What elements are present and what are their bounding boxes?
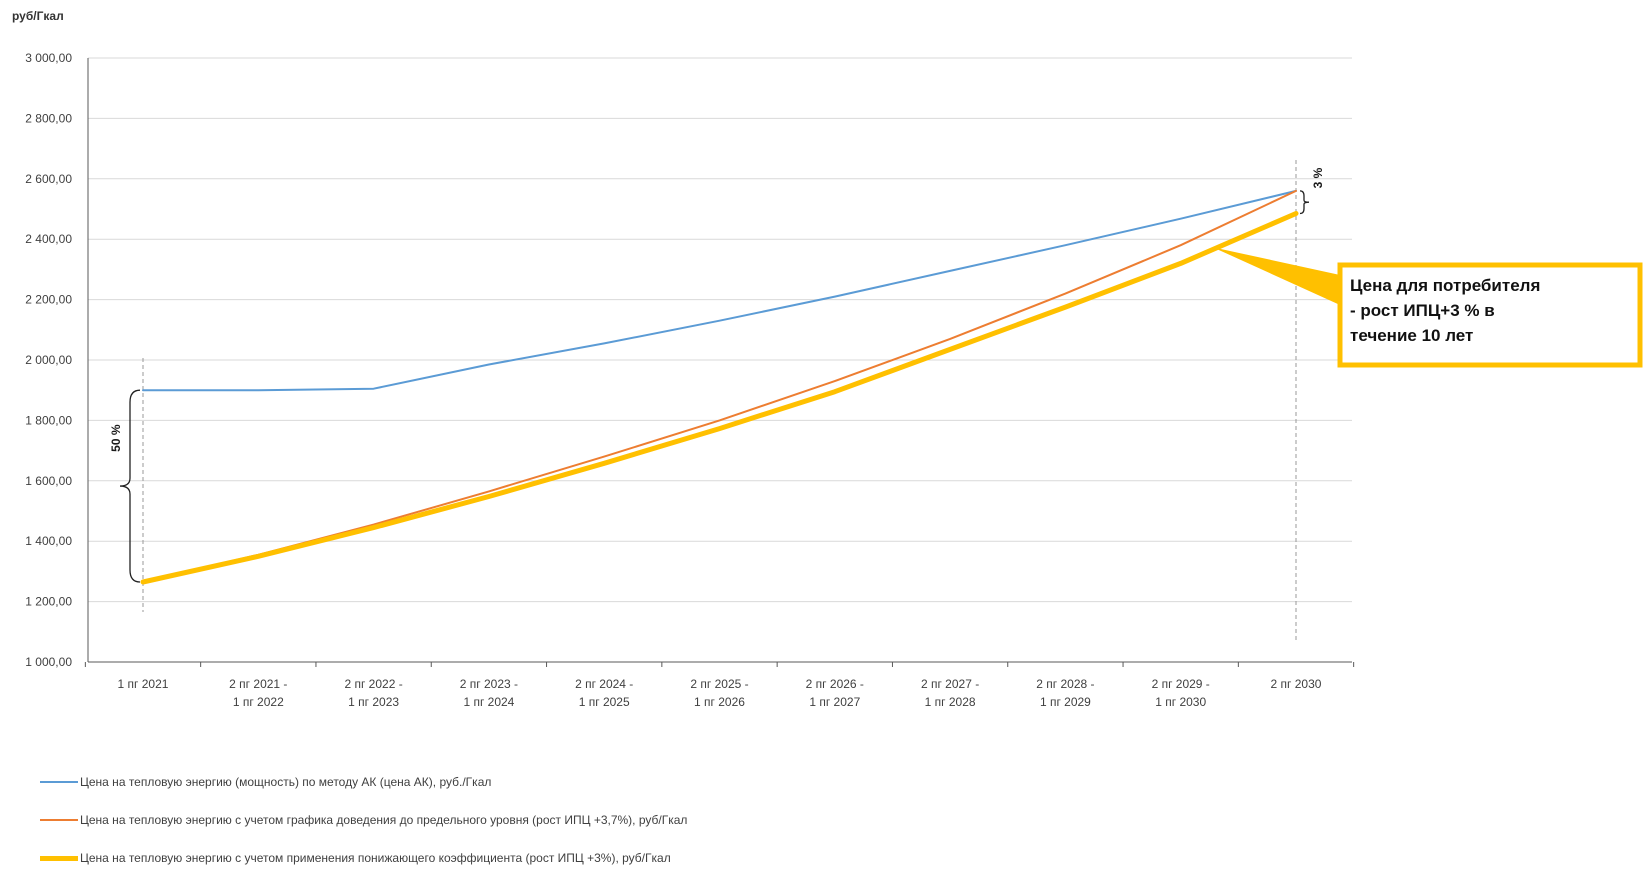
series-line-1 bbox=[142, 189, 1297, 583]
right-gap-brace bbox=[1299, 190, 1310, 215]
axes bbox=[84, 58, 1355, 667]
x-tick-label: 2 пг 2029 - bbox=[1152, 677, 1210, 691]
x-tick-label: 2 пг 2028 - bbox=[1036, 677, 1094, 691]
x-tick-label: 1 пг 2024 bbox=[463, 695, 514, 709]
y-tick-label: 2 400,00 bbox=[25, 232, 72, 246]
x-tick-label: 2 пг 2026 - bbox=[806, 677, 864, 691]
legend-item: Цена на тепловую энергию с учетом график… bbox=[40, 813, 687, 827]
annotations: 50 % 3 % Цена для потребителя - рост ИПЦ… bbox=[109, 167, 1643, 583]
x-tick-label: 1 пг 2023 bbox=[348, 695, 399, 709]
x-tick-label: 2 пг 2024 - bbox=[575, 677, 633, 691]
callout-text-line: Цена для потребителя bbox=[1350, 276, 1540, 295]
y-tick-label: 2 200,00 bbox=[25, 293, 72, 307]
x-tick-label: 2 пг 2023 - bbox=[460, 677, 518, 691]
legend-swatch bbox=[40, 781, 78, 783]
y-tick-label: 1 800,00 bbox=[25, 413, 72, 427]
y-tick-label: 2 000,00 bbox=[25, 353, 72, 367]
legend-label: Цена на тепловую энергию (мощность) по м… bbox=[80, 775, 492, 789]
callout-text-line: течение 10 лет bbox=[1350, 326, 1473, 345]
legend-item: Цена на тепловую энергию с учетом примен… bbox=[40, 851, 671, 865]
y-tick-label: 1 400,00 bbox=[25, 534, 72, 548]
y-tick-label: 1 000,00 bbox=[25, 655, 72, 669]
left-gap-label: 50 % bbox=[109, 424, 123, 452]
x-tick-label: 1 пг 2022 bbox=[233, 695, 284, 709]
y-tick-label: 3 000,00 bbox=[25, 51, 72, 65]
x-tick-label: 1 пг 2021 bbox=[118, 677, 169, 691]
legend-label: Цена на тепловую энергию с учетом график… bbox=[80, 813, 688, 827]
y-tick-label: 2 800,00 bbox=[25, 111, 72, 125]
y-axis-ticks: 1 000,00 1 200,00 1 400,00 1 600,00 1 800,00… bbox=[25, 51, 72, 669]
callout-box bbox=[1337, 262, 1643, 368]
x-tick-label: 1 пг 2025 bbox=[579, 695, 630, 709]
legend-swatch bbox=[40, 855, 78, 861]
series-lines bbox=[140, 189, 1299, 585]
y-tick-label: 2 600,00 bbox=[25, 172, 72, 186]
x-tick-label: 1 пг 2028 bbox=[925, 695, 976, 709]
x-tick-label: 2 пг 2030 bbox=[1271, 677, 1322, 691]
x-tick-label: 1 пг 2030 bbox=[1155, 695, 1206, 709]
x-tick-label: 1 пг 2026 bbox=[694, 695, 745, 709]
right-gap-label: 3 % bbox=[1311, 167, 1325, 188]
series-line-2 bbox=[140, 211, 1299, 585]
x-tick-label: 2 пг 2022 - bbox=[344, 677, 402, 691]
x-tick-label: 2 пг 2021 - bbox=[229, 677, 287, 691]
x-tick-label: 1 пг 2027 bbox=[809, 695, 860, 709]
legend-label: Цена на тепловую энергию с учетом примен… bbox=[80, 851, 671, 865]
callout-text-line: - рост ИПЦ+3 % в bbox=[1350, 301, 1495, 320]
guide-lines bbox=[142, 160, 1297, 642]
x-axis-ticks: 1 пг 2021 2 пг 2021 - 1 пг 2022 2 пг 2022 -… bbox=[118, 677, 1322, 709]
left-gap-brace bbox=[119, 389, 141, 583]
series-line-0 bbox=[142, 189, 1297, 392]
legend-swatch bbox=[40, 819, 78, 821]
x-tick-label: 2 пг 2025 - bbox=[690, 677, 748, 691]
gridlines bbox=[88, 57, 1352, 603]
x-tick-label: 2 пг 2027 - bbox=[921, 677, 979, 691]
y-tick-label: 1 200,00 bbox=[25, 595, 72, 609]
legend-item: Цена на тепловую энергию (мощность) по м… bbox=[40, 775, 491, 789]
callout-pointer bbox=[1212, 247, 1340, 305]
y-tick-label: 1 600,00 bbox=[25, 474, 72, 488]
x-tick-label: 1 пг 2029 bbox=[1040, 695, 1091, 709]
y-axis-label: руб/Гкал bbox=[12, 9, 64, 23]
